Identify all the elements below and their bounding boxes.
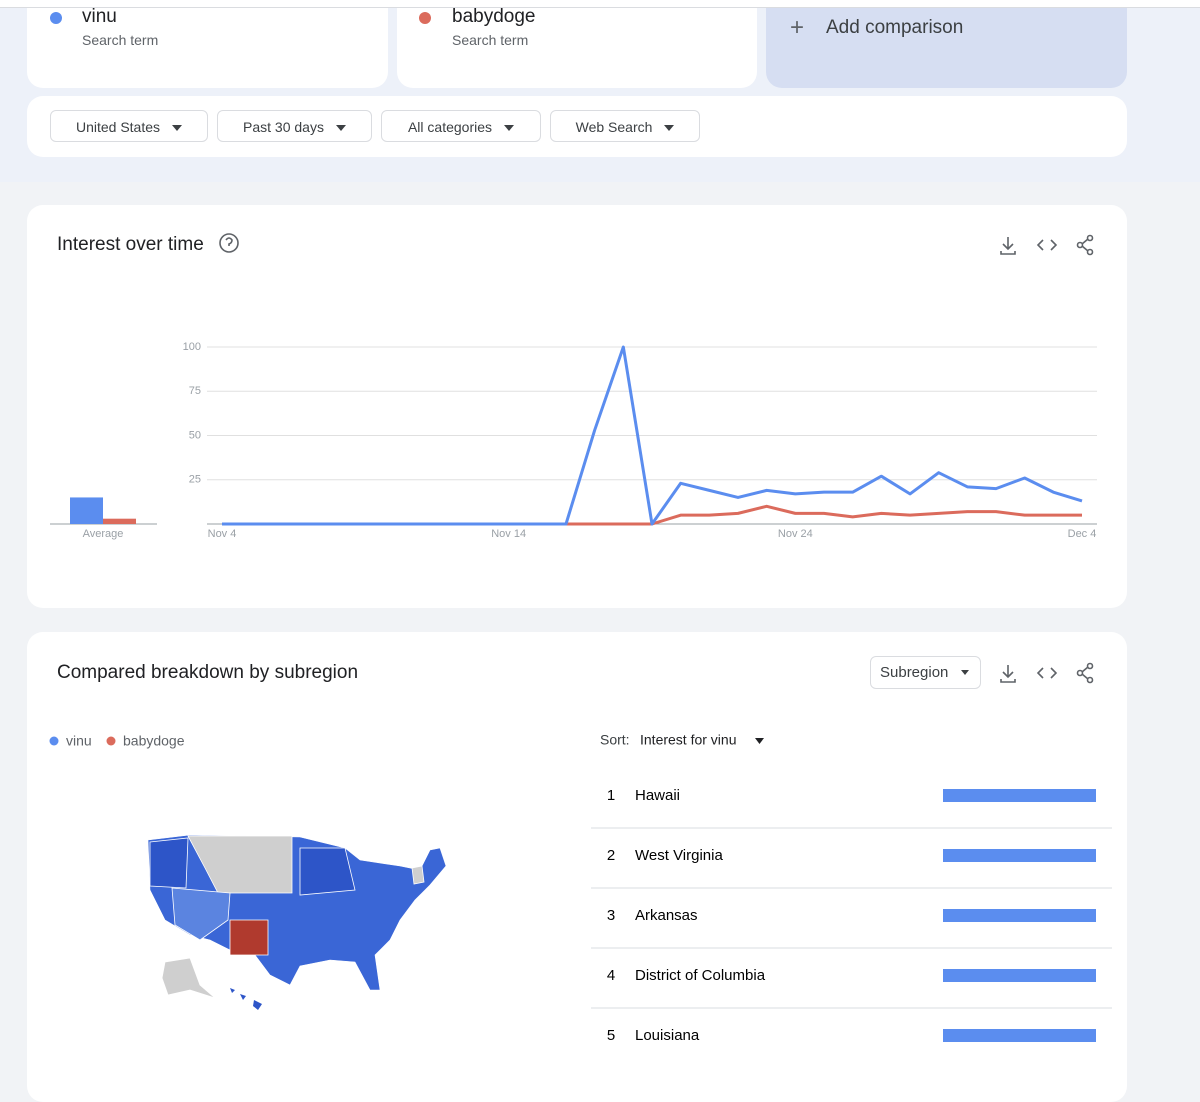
x-tick-label: Nov 24 [778,528,813,540]
sort-value: Interest for vinu [640,732,737,748]
us-map [147,834,447,1010]
region-name: District of Columbia [635,967,766,984]
y-tick-label: 50 [189,429,201,441]
card-title: Interest over time [57,234,204,255]
filter-label: Past 30 days [243,119,346,135]
region-bar [943,1029,1096,1042]
state-region [230,988,262,1010]
rank: 3 [607,907,615,924]
page: vinu Search term babydoge Search term + … [0,0,1200,1078]
share-icon[interactable] [1076,234,1094,256]
term-card[interactable] [27,0,388,88]
share-icon[interactable] [1076,662,1094,684]
average-label: Average [83,528,124,540]
filter-dropdown[interactable]: Web Search [550,110,700,142]
icons [219,233,1094,684]
term-label: Search term [452,32,529,48]
interest-card [27,205,1127,608]
x-tick-label: Dec 4 [1068,528,1097,540]
embed-icon[interactable] [1036,667,1058,679]
top-strip [0,0,1200,8]
term-label: Search term [82,32,159,48]
dropdown-arrow[interactable] [755,738,764,744]
filter-label: All categories [408,119,514,135]
add-comparison[interactable]: Add comparison [826,17,964,38]
help-icon[interactable] [219,233,239,253]
term-color [50,12,62,24]
x-tick-label: Nov 4 [208,528,237,540]
rank: 5 [607,1027,615,1044]
rank: 1 [607,787,615,804]
term-card[interactable] [397,0,757,88]
legend-label: babydoge [123,733,185,749]
term-name: vinu [82,6,117,27]
legend-dot [106,736,116,746]
term-color [419,12,431,24]
state-region [187,835,293,894]
dropdown-arrow [961,670,969,675]
region-name: Louisiana [635,1027,700,1044]
legend-label: vinu [66,733,92,749]
rank: 4 [607,967,615,984]
y-tick-label: 100 [183,341,201,353]
filter-dropdown[interactable]: United States [50,110,208,142]
plus-icon: + [790,14,805,41]
state-region [229,919,269,956]
region-bar [943,909,1096,922]
state-region [171,887,231,941]
state-region [149,837,189,889]
region-name: Hawaii [635,787,680,804]
region-bar [943,969,1096,982]
average-bar [70,497,103,524]
add-comparison-card[interactable] [766,0,1127,88]
y-tick-label: 25 [189,474,201,486]
region-bar [943,849,1096,862]
resolution-dropdown[interactable] [870,656,981,689]
region-name: West Virginia [635,847,723,864]
region-bar [943,789,1096,802]
filter-label: United States [76,119,182,135]
average-bar [103,518,136,524]
state-region [411,865,425,885]
filter-dropdown[interactable]: All categories [381,110,541,142]
term-name: babydoge [452,6,536,27]
sort-label: Sort: [600,732,630,748]
card-title: Compared breakdown by subregion [57,662,359,683]
x-tick-label: Nov 14 [491,528,526,540]
filter-label: Web Search [576,119,675,135]
filter-dropdown[interactable]: Past 30 days [217,110,372,142]
download-icon[interactable] [1000,665,1016,683]
y-tick-label: 75 [189,385,201,397]
series-line [222,345,1083,526]
resolution-label: Subregion [880,664,949,681]
download-icon[interactable] [1000,237,1016,255]
state-region [161,957,216,999]
legend-dot [49,736,59,746]
help-glyph [225,237,233,246]
region-name: Arkansas [635,907,698,924]
rank: 2 [607,847,615,864]
state-region [299,847,356,896]
embed-icon[interactable] [1036,239,1058,251]
